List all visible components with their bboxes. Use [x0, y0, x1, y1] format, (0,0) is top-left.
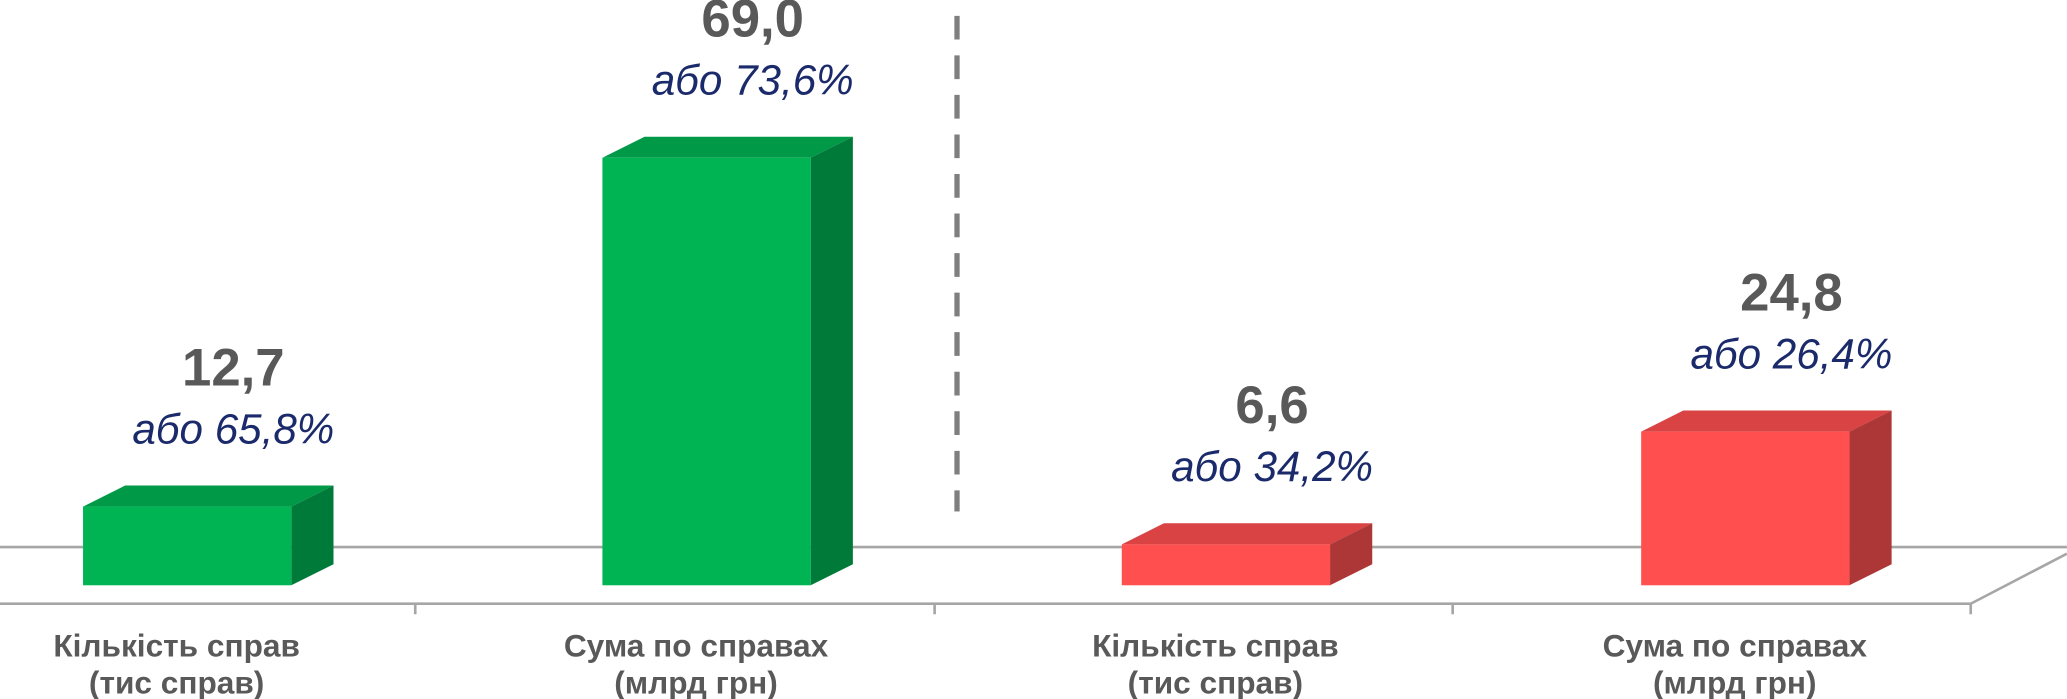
bar-side: [1849, 410, 1892, 586]
bar-top: [83, 485, 334, 507]
value-label: 6,6: [1235, 376, 1308, 435]
x-tick-label: Кількість справ: [53, 627, 300, 663]
x-tick-label: (тис справ): [89, 664, 264, 699]
x-tick-label: (млрд грн): [614, 664, 778, 699]
bar: [602, 157, 811, 586]
bar-top: [602, 136, 853, 158]
bar: [83, 506, 292, 586]
x-tick-label: (тис справ): [1128, 664, 1303, 699]
bar: [1641, 431, 1850, 586]
share-label: або 73,6%: [652, 57, 854, 104]
bar-side: [291, 485, 334, 586]
share-label: або 34,2%: [1171, 443, 1373, 490]
x-tick-label: Сума по справах: [1603, 627, 1868, 663]
bar-top: [1121, 523, 1373, 545]
bar: [1121, 544, 1331, 586]
value-label: 69,0: [701, 0, 804, 49]
bar-side: [1330, 523, 1373, 586]
x-tick-label: (млрд грн): [1653, 664, 1817, 699]
bar-top: [1641, 410, 1892, 432]
value-label: 24,8: [1740, 263, 1843, 322]
share-label: або 65,8%: [132, 405, 334, 452]
bar-side: [810, 136, 853, 586]
x-tick-label: Сума по справах: [564, 627, 829, 663]
share-label: або 26,4%: [1690, 330, 1892, 377]
value-label: 12,7: [182, 338, 285, 397]
x-tick-label: Кількість справ: [1092, 627, 1339, 663]
